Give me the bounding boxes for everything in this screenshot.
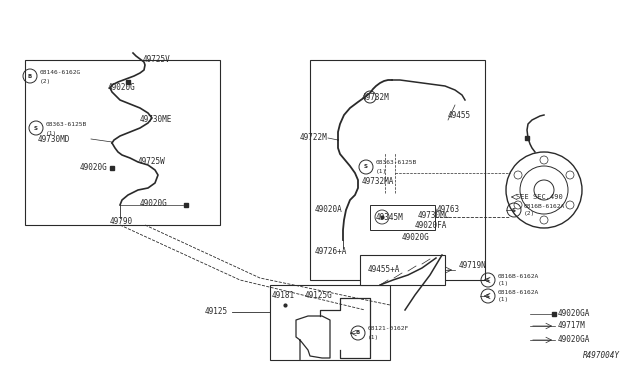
Polygon shape: [296, 316, 330, 360]
Text: 08121-0162F: 08121-0162F: [368, 327, 409, 331]
Text: S: S: [34, 125, 38, 131]
Bar: [552, 312, 556, 316]
Text: (2): (2): [524, 212, 535, 217]
Text: R497004Y: R497004Y: [583, 350, 620, 359]
Text: 49732M: 49732M: [362, 93, 390, 102]
Text: 49763: 49763: [437, 205, 460, 214]
Text: (2): (2): [40, 78, 51, 83]
Text: 49730ME: 49730ME: [140, 115, 172, 125]
Text: 49020GA: 49020GA: [558, 336, 590, 344]
Text: 49020A: 49020A: [315, 205, 343, 214]
Text: 49717M: 49717M: [558, 321, 586, 330]
Bar: [370, 205, 435, 230]
Text: B: B: [356, 330, 360, 336]
Text: 49020GA: 49020GA: [558, 310, 590, 318]
Text: 49125: 49125: [205, 308, 228, 317]
Text: (1): (1): [498, 282, 509, 286]
Text: 49020G: 49020G: [108, 83, 136, 92]
Text: S: S: [512, 208, 516, 212]
Text: (1): (1): [498, 298, 509, 302]
Text: 49725W: 49725W: [138, 157, 166, 167]
Bar: [310, 60, 485, 280]
Bar: [110, 166, 114, 170]
Text: (1): (1): [376, 170, 387, 174]
Bar: [270, 285, 390, 360]
Text: 49725V: 49725V: [143, 55, 171, 64]
Text: 49020G: 49020G: [140, 199, 168, 208]
Text: 49790: 49790: [110, 218, 133, 227]
Bar: [126, 80, 130, 84]
Text: 08363-6125B: 08363-6125B: [46, 122, 87, 128]
Bar: [25, 60, 220, 225]
Text: 0816B-6162A: 0816B-6162A: [498, 273, 540, 279]
Text: 49455+A: 49455+A: [368, 266, 401, 275]
Text: 49732MA: 49732MA: [362, 177, 394, 186]
Bar: [360, 255, 445, 285]
Text: (1): (1): [46, 131, 57, 135]
Text: 49020G: 49020G: [402, 234, 429, 243]
Text: 08146-6162G: 08146-6162G: [40, 71, 81, 76]
Text: 49730MD: 49730MD: [38, 135, 70, 144]
Text: (1): (1): [368, 334, 380, 340]
Text: B: B: [28, 74, 32, 78]
Text: 08168-6162A: 08168-6162A: [498, 289, 540, 295]
Text: 0816B-6162A: 0816B-6162A: [524, 203, 565, 208]
Text: 49455: 49455: [448, 110, 471, 119]
Bar: [184, 203, 188, 207]
Text: 49181: 49181: [272, 291, 295, 299]
Text: 49722M: 49722M: [300, 134, 328, 142]
Text: SEE SEC.490: SEE SEC.490: [516, 194, 563, 200]
Text: 08363-6125B: 08363-6125B: [376, 160, 417, 166]
Text: 49345M: 49345M: [376, 212, 404, 221]
Text: 49020FA: 49020FA: [415, 221, 447, 230]
Text: 49719N: 49719N: [459, 260, 487, 269]
Bar: [525, 136, 529, 140]
Text: 49125G: 49125G: [305, 291, 333, 299]
Text: 49726+A: 49726+A: [315, 247, 348, 257]
Text: 49730MC: 49730MC: [418, 211, 451, 219]
Text: S: S: [486, 278, 490, 282]
Text: S: S: [364, 164, 368, 170]
Text: S: S: [486, 294, 490, 298]
Text: 49020G: 49020G: [80, 164, 108, 173]
